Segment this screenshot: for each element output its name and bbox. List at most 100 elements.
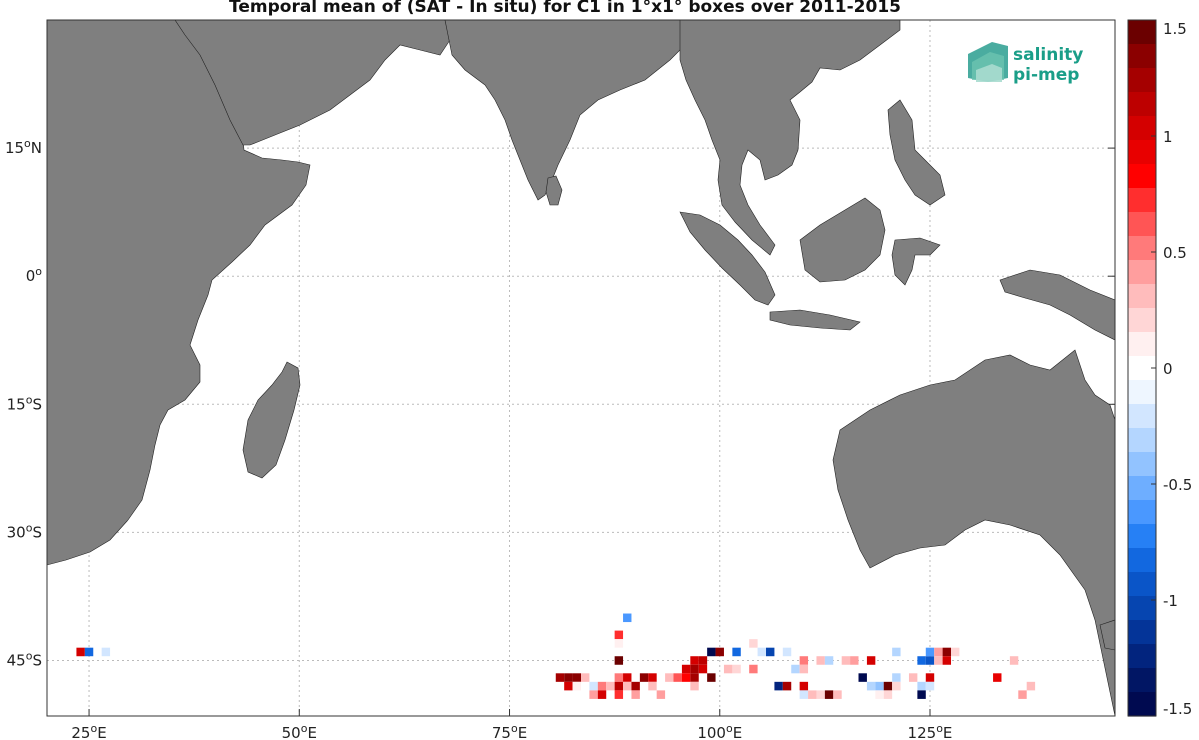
heatmap-cell — [698, 656, 708, 665]
heatmap-cell — [993, 673, 1002, 682]
colorbar-segment — [1128, 260, 1156, 285]
colorbar-segment — [1128, 188, 1156, 213]
logo-line1: salinity — [1013, 45, 1083, 65]
colorbar-segment — [1128, 380, 1156, 405]
colorbar-segment — [1128, 428, 1156, 453]
heatmap-cell — [698, 664, 708, 674]
heatmap-cell — [631, 690, 640, 699]
heatmap-cell — [942, 647, 952, 657]
land-southeast-asia — [679, 20, 901, 256]
colorbar-segment — [1128, 68, 1156, 93]
colorbar-segment — [1128, 332, 1156, 357]
heatmap-cell — [892, 673, 901, 682]
heatmap-cell — [648, 681, 657, 691]
heatmap-cell — [639, 673, 649, 682]
land-new-guinea — [999, 269, 1115, 341]
y-tick-label: 0o — [26, 265, 43, 285]
colorbar-segment — [1128, 164, 1156, 189]
x-tick-label: 75oE — [492, 722, 527, 740]
colorbar-tick-label: 0 — [1163, 360, 1173, 378]
land-masses — [47, 20, 1115, 716]
y-tick-label: 15oS — [7, 393, 42, 413]
land-borneo — [799, 197, 886, 283]
colorbar-segment — [1128, 236, 1156, 261]
heatmap-cell — [690, 681, 699, 691]
colorbar-segment — [1128, 212, 1156, 237]
heatmap-cell — [934, 656, 943, 665]
colorbar-segment — [1128, 308, 1156, 333]
heatmap-cell — [925, 647, 935, 657]
heatmap-cell — [942, 656, 952, 665]
heatmap-cell — [749, 664, 758, 674]
land-sri-lanka — [545, 175, 563, 206]
colorbar-segment — [1128, 116, 1156, 141]
colorbar-labels: 1.5 1 0.5 0 -0.5 -1 -1.5 — [1151, 19, 1192, 718]
land-tasmania — [1099, 619, 1115, 651]
heatmap-cell — [757, 647, 767, 657]
map-title: Temporal mean of (SAT - In situ) for C1 … — [229, 0, 901, 17]
heatmap-cell — [917, 681, 926, 691]
heatmap-cell — [597, 690, 607, 699]
heatmap-cell — [917, 656, 926, 665]
heatmap-cell — [555, 673, 565, 682]
heatmap-cell — [808, 690, 817, 699]
colorbar-tick-label: -0.5 — [1163, 476, 1192, 494]
heatmap-cell — [665, 673, 674, 682]
heatmap-cell — [690, 673, 699, 682]
heatmap-cell — [623, 681, 632, 691]
colorbar-tick-label: 1.5 — [1163, 20, 1187, 38]
heatmap-cell — [866, 681, 876, 691]
heatmap-cell — [614, 681, 624, 691]
heatmap-cell — [648, 673, 657, 682]
heatmap-cell — [732, 664, 741, 674]
heatmap-cell — [1018, 690, 1027, 699]
heatmap-cell — [572, 673, 581, 682]
heatmap-cell — [774, 681, 783, 691]
heatmap-cell — [589, 690, 598, 699]
colorbar-segment — [1128, 500, 1156, 525]
heatmap-cell — [816, 656, 825, 665]
heatmap-cell — [1009, 656, 1019, 665]
heatmap-cell — [858, 673, 867, 682]
land-sulawesi — [891, 237, 941, 286]
heatmap-cell — [925, 656, 935, 665]
heatmap-cell — [824, 656, 834, 665]
heatmap-cell — [791, 664, 800, 674]
heatmap-cell — [749, 639, 758, 648]
heatmap-cell — [564, 681, 573, 691]
heatmap-cell — [799, 656, 809, 665]
heatmap-cell — [581, 673, 590, 682]
heatmap-cell — [101, 647, 111, 657]
heatmap-cell — [84, 647, 94, 657]
colorbar-tick-label: -1 — [1163, 592, 1178, 610]
heatmap-cell — [614, 690, 624, 699]
heatmap-cell — [614, 673, 624, 682]
x-tick-label: 50oE — [282, 722, 317, 740]
heatmap-cell — [597, 681, 607, 691]
heatmap-cell — [883, 681, 893, 691]
heatmap-cell — [908, 673, 918, 682]
heatmap-cell — [614, 656, 624, 665]
heatmap-cell — [690, 664, 699, 674]
heatmap-cell — [824, 690, 834, 699]
y-tick-label: 15oN — [5, 137, 42, 157]
land-africa — [47, 20, 311, 566]
heatmap-cell — [875, 690, 884, 699]
heatmap-cell — [673, 673, 682, 682]
heatmap-cell — [875, 681, 884, 691]
heatmap-cell — [690, 656, 699, 665]
y-axis-labels: 15oN 0o 15oS 30oS 45oS — [5, 137, 42, 669]
colorbar-segment — [1128, 404, 1156, 429]
land-australia — [832, 349, 1115, 716]
logo-line2: pi-mep — [1013, 65, 1079, 85]
colorbar-tick-label: 1 — [1163, 128, 1173, 146]
heatmap-cell — [732, 647, 741, 657]
heatmap-cell — [925, 681, 935, 691]
heatmap-cell — [564, 673, 573, 682]
colorbar-tick-label: -1.5 — [1163, 700, 1192, 718]
heatmap-cells — [76, 613, 1036, 699]
heatmap-cell — [833, 690, 842, 699]
heatmap-cell — [614, 639, 624, 648]
land-java — [769, 309, 861, 331]
